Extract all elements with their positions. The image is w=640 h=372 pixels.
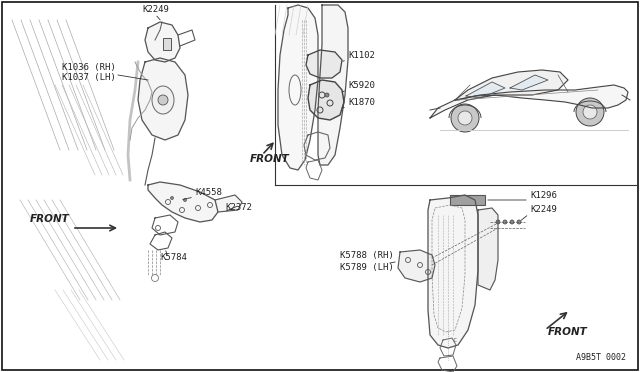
Ellipse shape (152, 86, 174, 114)
Circle shape (510, 220, 514, 224)
Circle shape (517, 220, 521, 224)
Text: K1036 (RH): K1036 (RH) (62, 63, 116, 72)
Circle shape (503, 220, 507, 224)
Polygon shape (306, 50, 342, 78)
Text: K1296: K1296 (530, 191, 557, 200)
Text: K2372: K2372 (225, 203, 252, 212)
Bar (163, 38, 171, 50)
Text: K1870: K1870 (348, 98, 375, 107)
Polygon shape (145, 22, 180, 62)
Circle shape (325, 93, 329, 97)
Circle shape (496, 220, 500, 224)
Polygon shape (510, 75, 548, 90)
Text: FRONT: FRONT (30, 214, 70, 224)
Polygon shape (455, 70, 568, 100)
Polygon shape (278, 5, 318, 170)
Text: K1102: K1102 (348, 51, 375, 60)
Text: FRONT: FRONT (250, 154, 290, 164)
Circle shape (451, 104, 479, 132)
Polygon shape (138, 58, 188, 140)
Text: K2249: K2249 (142, 5, 169, 14)
Text: A9B5T 0002: A9B5T 0002 (576, 353, 626, 362)
Polygon shape (318, 5, 348, 165)
Circle shape (184, 199, 186, 202)
Ellipse shape (289, 75, 301, 105)
Circle shape (583, 105, 597, 119)
Text: K5920: K5920 (348, 81, 375, 90)
Polygon shape (215, 195, 242, 212)
Circle shape (458, 111, 472, 125)
Circle shape (576, 98, 604, 126)
Polygon shape (430, 85, 628, 118)
Text: K1037 (LH): K1037 (LH) (62, 73, 116, 82)
Polygon shape (428, 195, 478, 348)
Text: K5788 (RH): K5788 (RH) (340, 251, 394, 260)
Bar (450, 195, 485, 205)
Text: K4558: K4558 (195, 188, 222, 197)
Polygon shape (398, 250, 435, 282)
Circle shape (158, 95, 168, 105)
Text: K5789 (LH): K5789 (LH) (340, 263, 394, 272)
Text: c: c (452, 337, 456, 343)
Polygon shape (308, 80, 344, 120)
Polygon shape (478, 208, 498, 290)
Circle shape (170, 196, 173, 199)
Polygon shape (148, 182, 218, 222)
Text: FRONT: FRONT (548, 327, 588, 337)
Text: K2249: K2249 (530, 205, 557, 214)
Polygon shape (466, 82, 505, 98)
Text: K5784: K5784 (160, 253, 187, 262)
